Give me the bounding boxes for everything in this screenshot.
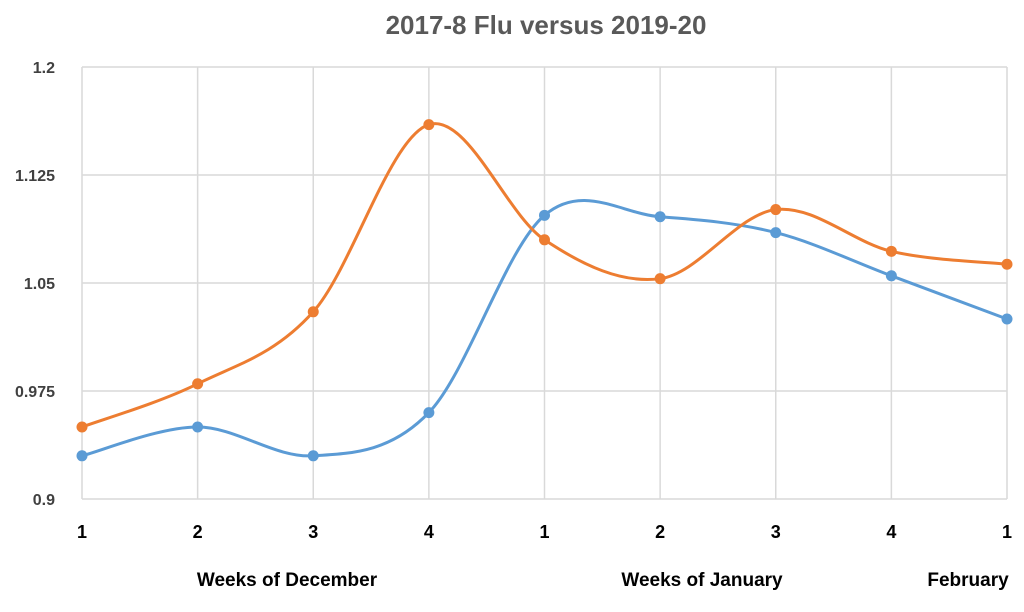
y-axis: 0.9 0.975 1.05 1.125 1.2 [15,60,55,509]
series-line-2 [80,122,1009,429]
y-tick-label: 1.125 [15,168,55,185]
series-1-point [770,227,782,239]
series-line-1 [80,199,1009,458]
x-tick-label: 3 [308,522,318,542]
group-label-january: Weeks of January [621,570,783,591]
series-1-point [192,421,204,433]
chart-title: 2017-8 Flu versus 2019-20 [386,10,707,40]
series-1-point [76,450,88,462]
series-2-point [1001,258,1013,270]
series-1-point [1001,313,1013,325]
x-tick-label: 4 [424,522,434,542]
x-tick-label: 4 [886,522,896,542]
series-2-point [192,378,204,390]
series-1-point [654,211,666,223]
group-label-february: February [927,570,1009,591]
x-tick-label: 3 [771,522,781,542]
series-2-point [539,234,550,246]
series-1-point [885,270,897,282]
gridlines [81,66,1008,500]
series-2-point [654,273,666,285]
x-tick-label: 1 [77,522,87,542]
series-1-point [307,450,319,462]
x-tick-label: 2 [655,522,665,542]
x-tick-label: 1 [1002,522,1012,542]
x-axis: 1 2 3 4 1 2 3 4 1 [77,522,1012,542]
series-2-point [770,204,782,216]
y-tick-label: 1.05 [24,276,55,293]
series-2-point [423,119,435,131]
y-tick-label: 0.9 [33,492,55,509]
series-2-point [76,421,88,433]
series-2-point [885,245,897,257]
x-group-labels: Weeks of December Weeks of January Febru… [197,570,1009,591]
y-tick-label: 0.975 [15,384,55,401]
series-1-point [423,407,435,419]
x-tick-label: 1 [539,522,549,542]
series-2-point [307,306,319,318]
group-label-december: Weeks of December [197,570,378,591]
series-1-point [539,209,550,221]
x-tick-label: 2 [193,522,203,542]
data-series [76,119,1013,462]
y-tick-label: 1.2 [33,60,55,77]
